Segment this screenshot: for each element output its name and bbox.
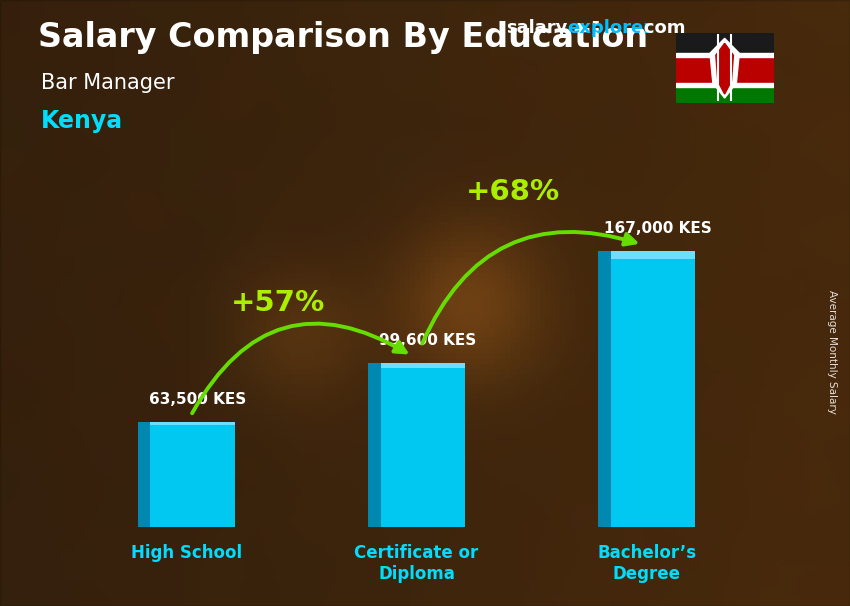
Bar <box>611 251 695 527</box>
Text: explorer: explorer <box>567 19 652 38</box>
Bar <box>150 422 235 425</box>
Bar <box>676 57 774 83</box>
Text: 167,000 KES: 167,000 KES <box>604 221 712 236</box>
Bar <box>676 33 774 53</box>
Text: Bar Manager: Bar Manager <box>41 73 174 93</box>
Bar <box>598 251 611 527</box>
Bar <box>138 422 150 527</box>
Text: +68%: +68% <box>466 178 560 206</box>
Text: salary: salary <box>506 19 567 38</box>
Bar <box>676 53 774 57</box>
Text: Salary Comparison By Education: Salary Comparison By Education <box>38 21 649 54</box>
Text: 99,600 KES: 99,600 KES <box>379 333 477 348</box>
Bar <box>611 251 695 259</box>
Text: Kenya: Kenya <box>41 109 123 133</box>
Text: +57%: +57% <box>231 288 326 316</box>
Text: Average Monthly Salary: Average Monthly Salary <box>827 290 837 413</box>
Bar <box>150 422 235 527</box>
Bar <box>368 362 381 527</box>
Bar <box>381 362 465 527</box>
Polygon shape <box>710 38 740 98</box>
Text: 63,500 KES: 63,500 KES <box>149 393 246 407</box>
Text: .com: .com <box>638 19 686 38</box>
Bar <box>676 87 774 103</box>
Bar <box>676 83 774 87</box>
Polygon shape <box>716 43 734 94</box>
Bar <box>381 362 465 368</box>
